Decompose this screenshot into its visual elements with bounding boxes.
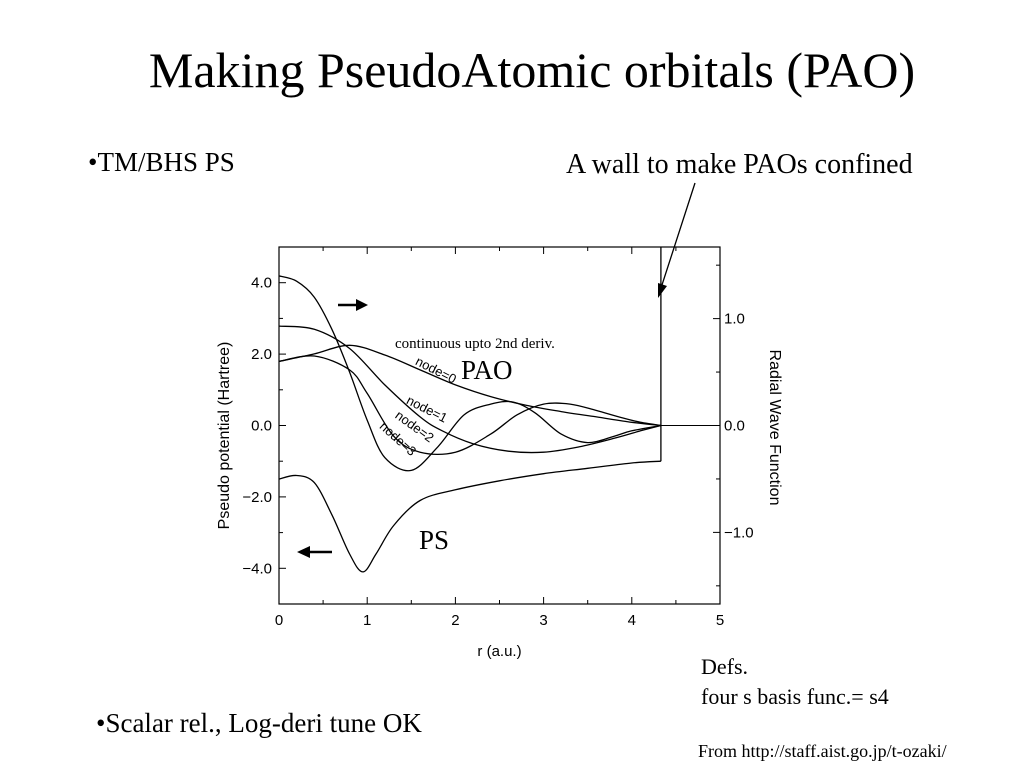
y-left-axis-title: Pseudo potential (Hartree) [216,342,233,530]
x-tick-label: 0 [275,612,283,629]
wall-pointer [660,182,696,289]
x-tick-label: 1 [363,612,371,629]
bullet-ps-type: •TM/BHS PS [88,147,235,177]
series-ps [278,460,661,573]
x-axis-title: r (a.u.) [477,643,521,660]
arrow-left-icon [297,546,310,558]
chart-labels: 0 1 2 3 4 5 4.0 2.0 0.0 −2.0 −4.0 1.0 0.0 −1.0 r (a.u.… [216,182,783,660]
bullet-scalar-rel: •Scalar rel., Log-deri tune OK [96,708,422,738]
definitions: Defs. four s basis func.= s4 [701,652,889,712]
series-label-node-0: node=0 [413,353,459,386]
y-right-tick-label: 1.0 [724,311,745,328]
defs-heading: Defs. [701,654,749,679]
source-credit: From http://staff.aist.go.jp/t-ozaki/ [698,741,947,761]
plot-frame [278,246,721,605]
continuity-note: continuous upto 2nd deriv. [395,336,555,352]
y-left-tick-label: 0.0 [251,418,272,435]
x-tick-label: 4 [628,612,636,629]
y-right-tick-label: −1.0 [724,524,754,541]
arrow-right-icon [356,299,368,311]
y-left-tick-label: 4.0 [251,275,272,292]
y-left-tick-label: −4.0 [242,560,272,577]
defs-text: four s basis func.= s4 [701,684,889,709]
y-right-axis-title: Radial Wave Function [766,350,783,506]
pao-label: PAO [461,355,513,385]
series-node-1 [278,325,662,454]
chart-curves [278,275,662,573]
ps-label: PS [419,525,449,555]
y-left-tick-label: 2.0 [251,346,272,363]
wall-annotation: A wall to make PAOs confined [566,149,913,180]
chart-axes [278,246,721,605]
x-tick-label: 5 [716,612,724,629]
series-node-3 [278,275,662,472]
x-tick-label: 3 [539,612,547,629]
x-tick-label: 2 [451,612,459,629]
slide-title: Making PseudoAtomic orbitals (PAO) [148,42,916,98]
series-node-2 [278,355,661,455]
y-left-tick-label: −2.0 [242,489,272,506]
y-right-tick-label: 0.0 [724,418,745,435]
wall-pointer-head-icon [658,283,667,298]
